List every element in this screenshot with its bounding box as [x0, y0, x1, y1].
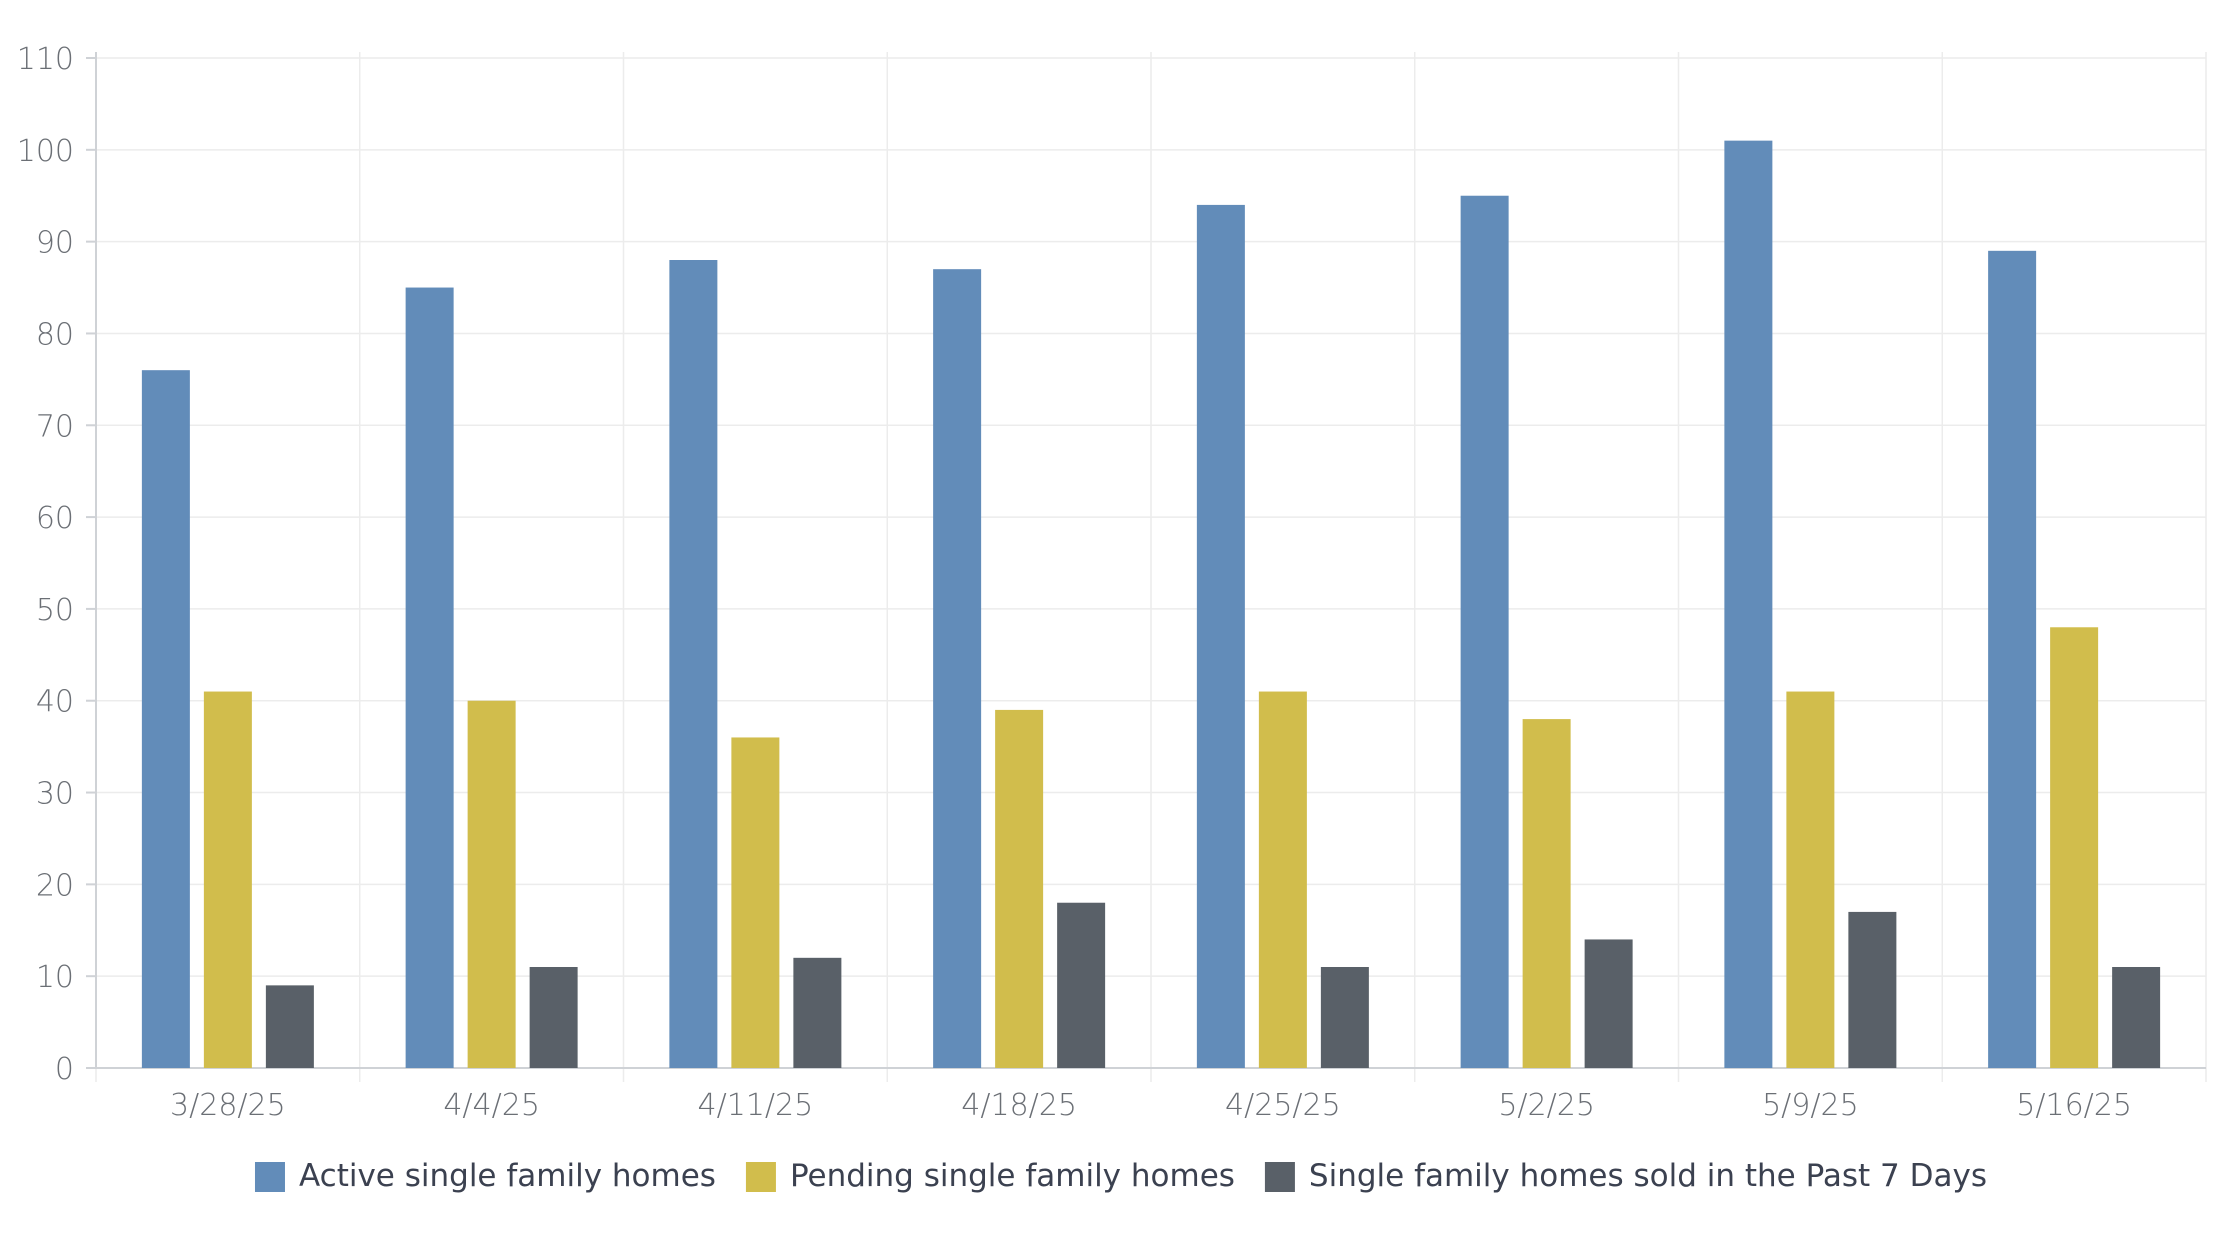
bar-active-3[interactable]	[933, 269, 982, 1068]
y-tick-label: 60	[36, 501, 74, 536]
x-tick-label: 4/11/25	[698, 1088, 814, 1123]
bar-active-4[interactable]	[1196, 204, 1245, 1069]
y-tick-label: 0	[55, 1052, 74, 1087]
x-tick-label: 5/2/25	[1498, 1088, 1595, 1123]
legend-label: Pending single family homes	[790, 1158, 1235, 1194]
legend-label: Single family homes sold in the Past 7 D…	[1309, 1158, 1987, 1194]
y-tick-label: 80	[36, 317, 74, 352]
bar-sold-5[interactable]	[1584, 939, 1633, 1068]
y-tick-label: 100	[17, 134, 74, 169]
legend-item-sold[interactable]: Single family homes sold in the Past 7 D…	[1264, 1158, 1987, 1194]
legend-swatch	[1264, 1162, 1295, 1192]
x-tick-label: 4/4/25	[443, 1088, 540, 1123]
legend-swatch	[254, 1162, 285, 1192]
bar-active-0[interactable]	[141, 370, 190, 1068]
x-tick-label: 3/28/25	[170, 1088, 286, 1123]
bar-sold-3[interactable]	[1057, 902, 1106, 1068]
x-tick-label: 4/18/25	[961, 1088, 1077, 1123]
bar-active-6[interactable]	[1724, 140, 1773, 1069]
x-tick-label: 4/25/25	[1225, 1088, 1341, 1123]
legend[interactable]: Active single family homes Pending single…	[254, 1158, 1987, 1194]
bar-sold-6[interactable]	[1848, 911, 1897, 1068]
y-tick-label: 40	[36, 685, 74, 720]
bar-pending-4[interactable]	[1258, 691, 1307, 1068]
legend-label: Active single family homes	[299, 1158, 716, 1194]
bar-active-7[interactable]	[1988, 250, 2037, 1068]
legend-item-pending[interactable]: Pending single family homes	[745, 1158, 1235, 1194]
y-tick-label: 70	[36, 409, 74, 444]
bar-active-1[interactable]	[405, 287, 454, 1069]
bar-sold-7[interactable]	[2112, 967, 2161, 1068]
y-tick-label: 110	[17, 42, 74, 77]
legend-swatch	[745, 1162, 776, 1192]
y-tick-label: 50	[36, 593, 74, 628]
y-tick-label: 30	[36, 777, 74, 812]
bar-sold-2[interactable]	[793, 957, 842, 1068]
bar-pending-5[interactable]	[1522, 719, 1571, 1068]
bar-pending-2[interactable]	[731, 737, 780, 1068]
bars	[141, 140, 2161, 1069]
bar-pending-3[interactable]	[995, 709, 1044, 1068]
bar-sold-4[interactable]	[1320, 967, 1369, 1068]
y-tick-label: 90	[36, 226, 74, 261]
bar-pending-0[interactable]	[203, 691, 252, 1068]
bar-active-2[interactable]	[669, 260, 718, 1068]
legend-item-active[interactable]: Active single family homes	[254, 1158, 716, 1194]
bar-sold-0[interactable]	[265, 985, 314, 1068]
y-tick-label: 10	[36, 960, 74, 995]
tick-labels: 0 10 20 30 40 50 60 70 80 90 100 110 3/28/25 4/4/25 4/…	[17, 42, 2132, 1123]
y-tick-label: 20	[36, 868, 74, 903]
x-tick-label: 5/16/25	[2016, 1088, 2132, 1123]
bar-sold-1[interactable]	[529, 967, 578, 1068]
bar-pending-6[interactable]	[1786, 691, 1835, 1068]
bar-pending-7[interactable]	[2050, 627, 2099, 1068]
bar-pending-1[interactable]	[467, 700, 516, 1068]
bar-active-5[interactable]	[1460, 195, 1509, 1068]
x-tick-label: 5/9/25	[1762, 1088, 1859, 1123]
